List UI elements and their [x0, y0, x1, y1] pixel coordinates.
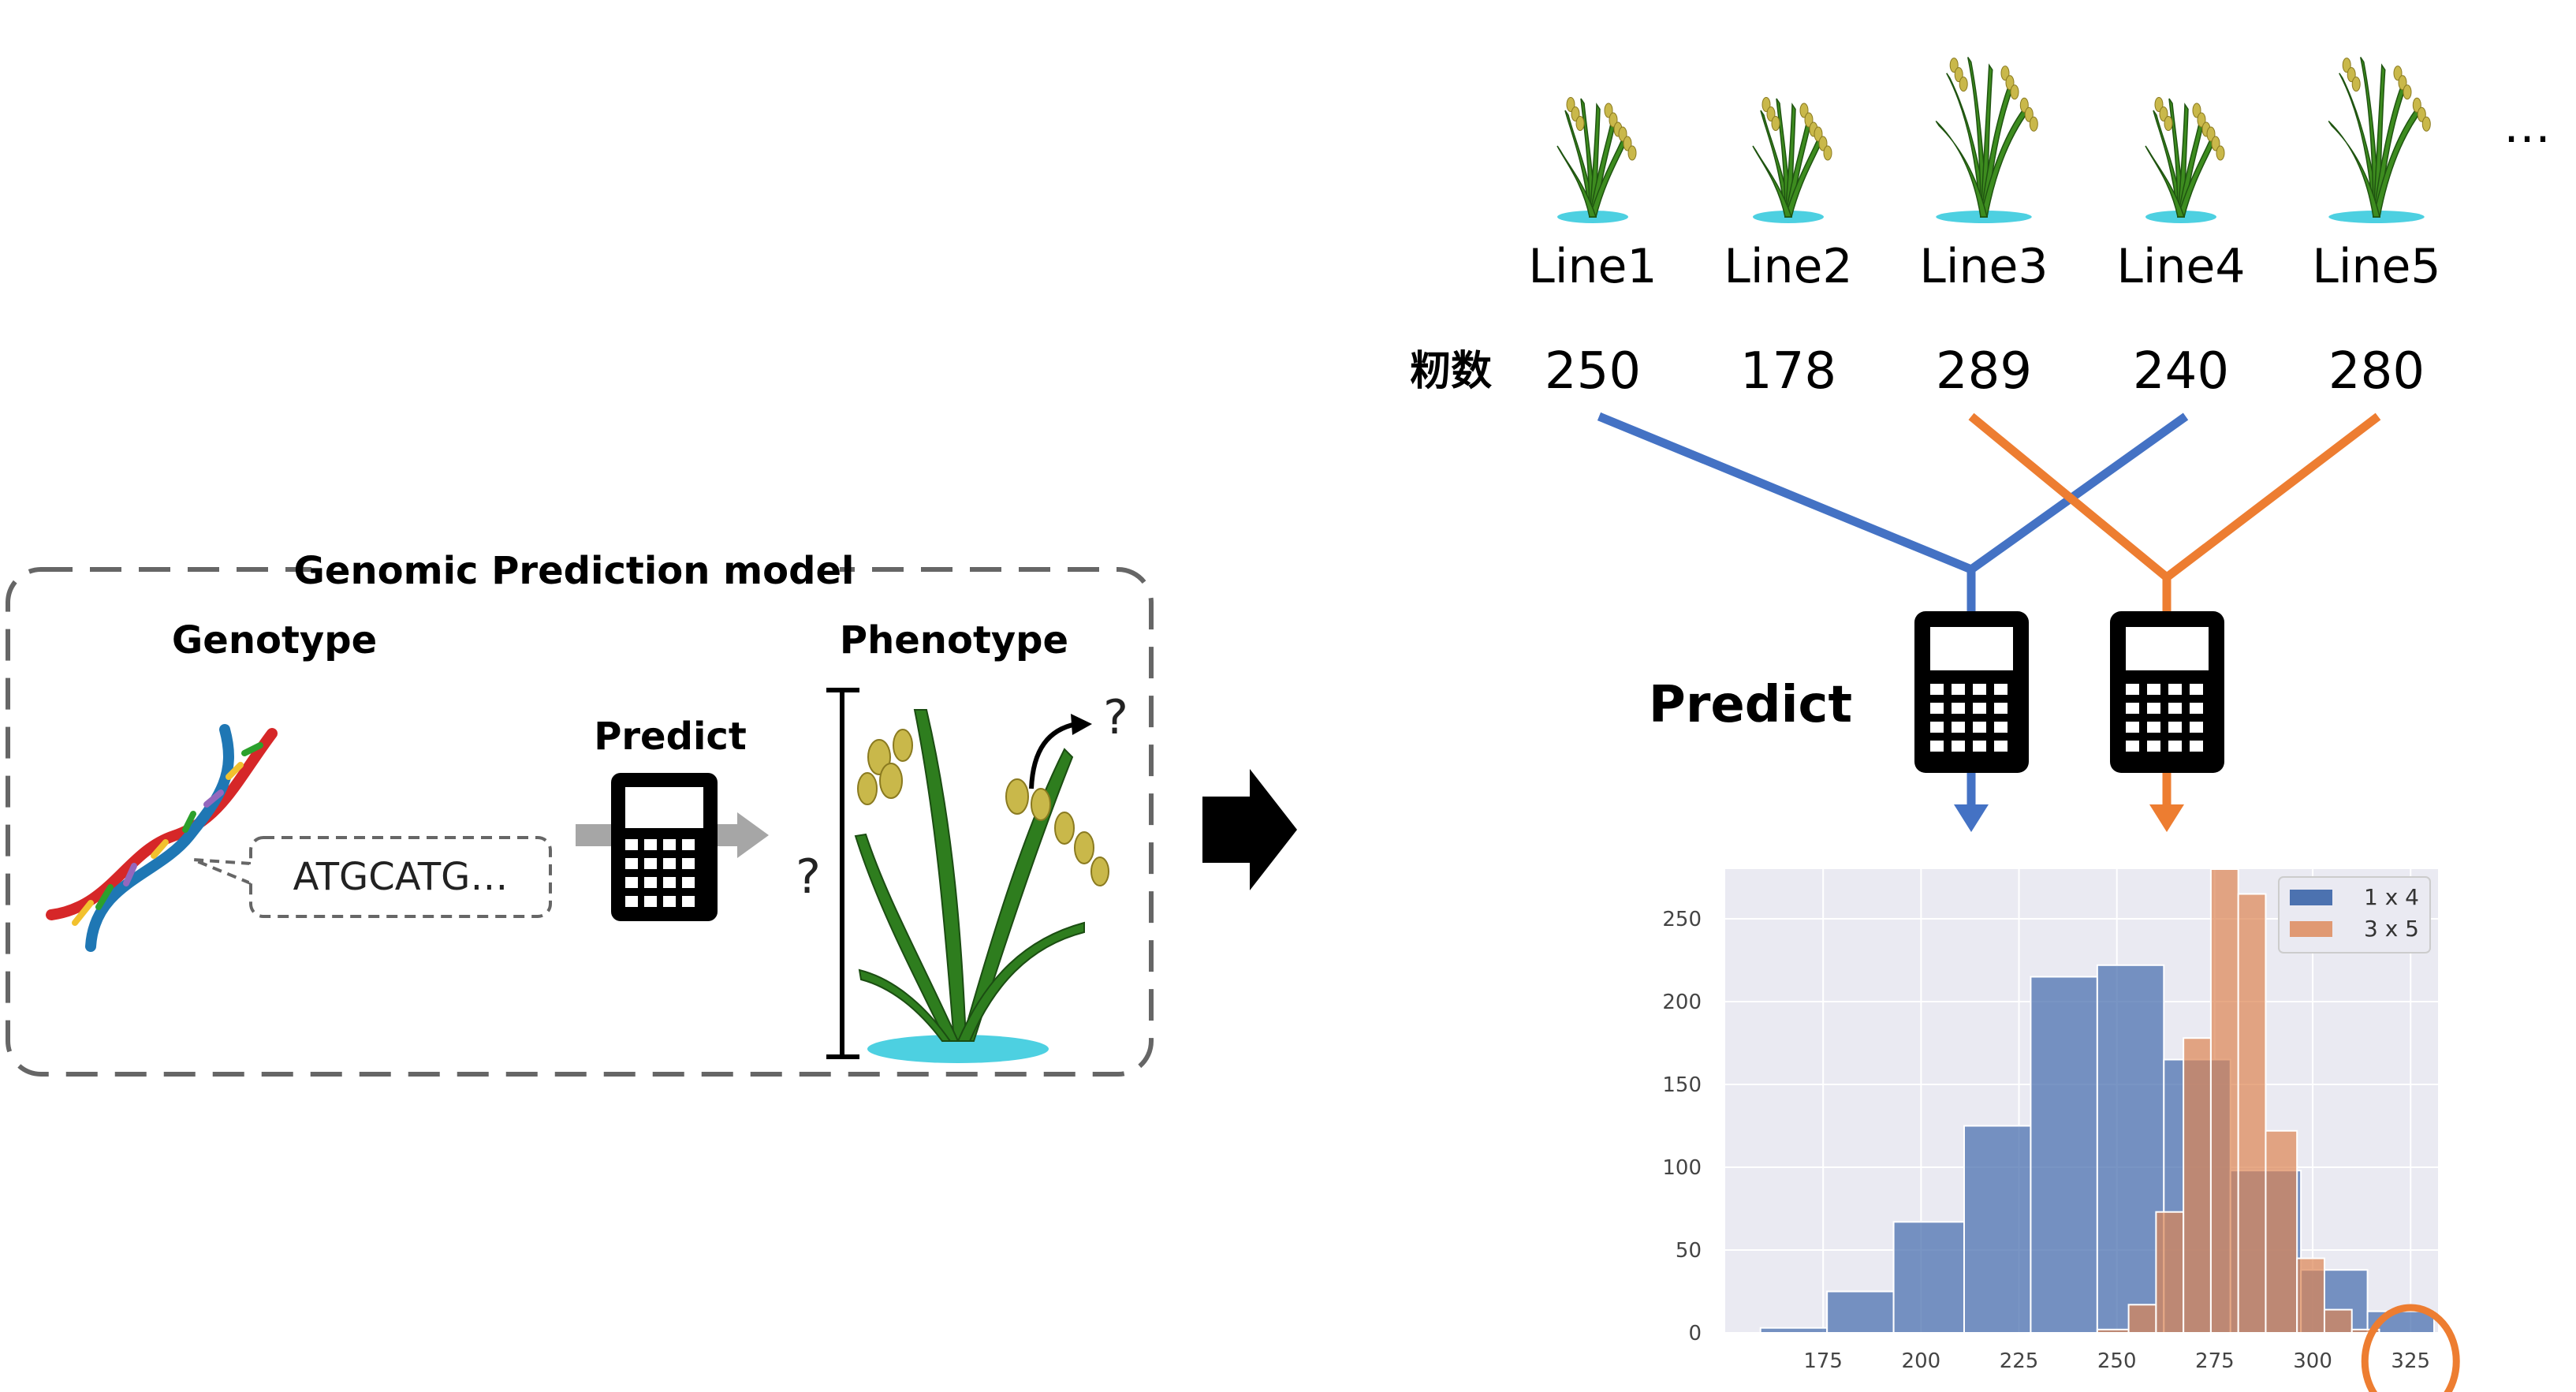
trait-value-4: 240: [2133, 342, 2229, 401]
bar-3x5-2: [2127, 1304, 2157, 1334]
y-tick-label: 0: [1688, 1322, 1702, 1345]
line-labels: Line1 Line2 Line3 Line4 Line5 …: [1528, 99, 2551, 294]
growth-arrow: [1029, 722, 1077, 789]
bar-1x4-1: [1759, 1327, 1829, 1334]
x-tick-label: 250: [2097, 1349, 2137, 1373]
bar-3x5-1: [2096, 1328, 2130, 1334]
highlight-circle: [2361, 1304, 2460, 1392]
bar-3x5-9: [2323, 1308, 2353, 1334]
trait-value-2: 178: [1740, 342, 1836, 401]
line-label-5: Line5: [2312, 239, 2440, 294]
x-tick-label: 275: [2195, 1349, 2235, 1373]
line-plants: [1556, 57, 2431, 223]
line-label-3: Line3: [1919, 239, 2048, 294]
dna-helix-icon: [46, 724, 278, 952]
unknown-growth-mark: ?: [1103, 690, 1128, 745]
bar-3x5-4: [2183, 1037, 2212, 1334]
model-panel: Genomic Prediction model Genotype Phenot…: [6, 544, 1154, 1077]
bar-3x5-3: [2155, 1211, 2185, 1334]
trait-values: 籾数 250 178 289 240 280: [1410, 342, 2425, 401]
histogram-chart: 175 200 225 250 275 300 325 0 50 100 150 200 250 1 …: [1662, 868, 2460, 1392]
sequence-bubble: [249, 836, 552, 918]
sequence-callout: ATGCATG…: [192, 836, 552, 918]
cross-1x4-connector: [1597, 412, 2189, 575]
more-lines-ellipsis: …: [2503, 99, 2551, 154]
model-panel-title-backdrop: [311, 544, 840, 595]
legend-label-3x5: 3 x 5: [2364, 916, 2419, 942]
legend: 1 x 4 3 x 5: [2278, 876, 2431, 954]
y-tick-label: 50: [1676, 1239, 1702, 1263]
line-plant-5-icon: [2328, 57, 2431, 223]
predict-label-left: Predict: [594, 715, 747, 759]
line-plant-2-icon: [1752, 97, 1832, 223]
x-tick-label: 200: [1902, 1349, 1941, 1373]
x-tick-labels: 175 200 225 250 275 300 325: [1803, 1349, 2430, 1373]
arrowhead-3x5: [2149, 804, 2184, 832]
y-tick-label: 200: [1662, 991, 1702, 1014]
sequence-text: ATGCATG…: [293, 855, 509, 899]
calculator-icon-left: [611, 773, 718, 921]
line-label-4: Line4: [2116, 239, 2245, 294]
line-plant-4-icon: [2145, 97, 2225, 223]
bar-3x5-8: [2296, 1257, 2325, 1334]
x-tick-label: 175: [1803, 1349, 1843, 1373]
model-panel-title: Genomic Prediction model: [293, 549, 854, 593]
line-label-2: Line2: [1724, 239, 1852, 294]
bar-1x4-3: [1892, 1221, 1965, 1334]
bar-3x5-7: [2265, 1129, 2298, 1334]
unknown-value-mark: ?: [796, 849, 821, 905]
bar-1x4-4: [1963, 1125, 2032, 1334]
trait-label: 籾数: [1410, 348, 1492, 395]
transition-arrow: [1202, 769, 1297, 890]
predict-label-right: Predict: [1649, 676, 1852, 734]
bar-3x5-6: [2237, 893, 2267, 1334]
height-bracket: [826, 688, 859, 1059]
trait-value-3: 289: [1936, 342, 2032, 401]
y-tick-label: 100: [1662, 1156, 1702, 1180]
x-tick-label: 325: [2391, 1349, 2430, 1373]
cross-3x5-connector: [1968, 412, 2381, 584]
trait-value-1: 250: [1545, 342, 1641, 401]
calculator-icon-3x5: [2110, 611, 2224, 773]
trait-value-5: 280: [2328, 342, 2425, 401]
bars-3x5: [2096, 868, 2380, 1334]
sequence-bubble-tail: [192, 858, 252, 885]
y-tick-label: 250: [1662, 908, 1702, 931]
legend-label-1x4: 1 x 4: [2364, 884, 2419, 910]
y-tick-labels: 0 50 100 150 200 250: [1662, 908, 1702, 1345]
line-plant-1-icon: [1556, 97, 1637, 223]
genotype-label: Genotype: [172, 618, 377, 662]
phenotype-label: Phenotype: [840, 618, 1068, 662]
line-plant-3-icon: [1935, 57, 2038, 223]
bar-3x5-5: [2209, 868, 2239, 1334]
calculator-icon-1x4: [1914, 611, 2029, 773]
x-tick-label: 225: [2000, 1349, 2039, 1373]
legend-swatch-1x4: [2290, 890, 2332, 905]
arrowhead-1x4: [1954, 804, 1989, 832]
y-tick-label: 150: [1662, 1073, 1702, 1097]
bar-1x4-2: [1826, 1290, 1895, 1334]
bar-1x4-5: [2030, 976, 2098, 1334]
line-label-1: Line1: [1528, 239, 1657, 294]
rice-plant-large-icon: [854, 709, 1109, 1063]
x-tick-label: 300: [2293, 1349, 2332, 1373]
bar-3x5-10: [2350, 1328, 2380, 1334]
bar-1x4-6: [2096, 964, 2165, 1334]
legend-swatch-3x5: [2290, 921, 2332, 937]
